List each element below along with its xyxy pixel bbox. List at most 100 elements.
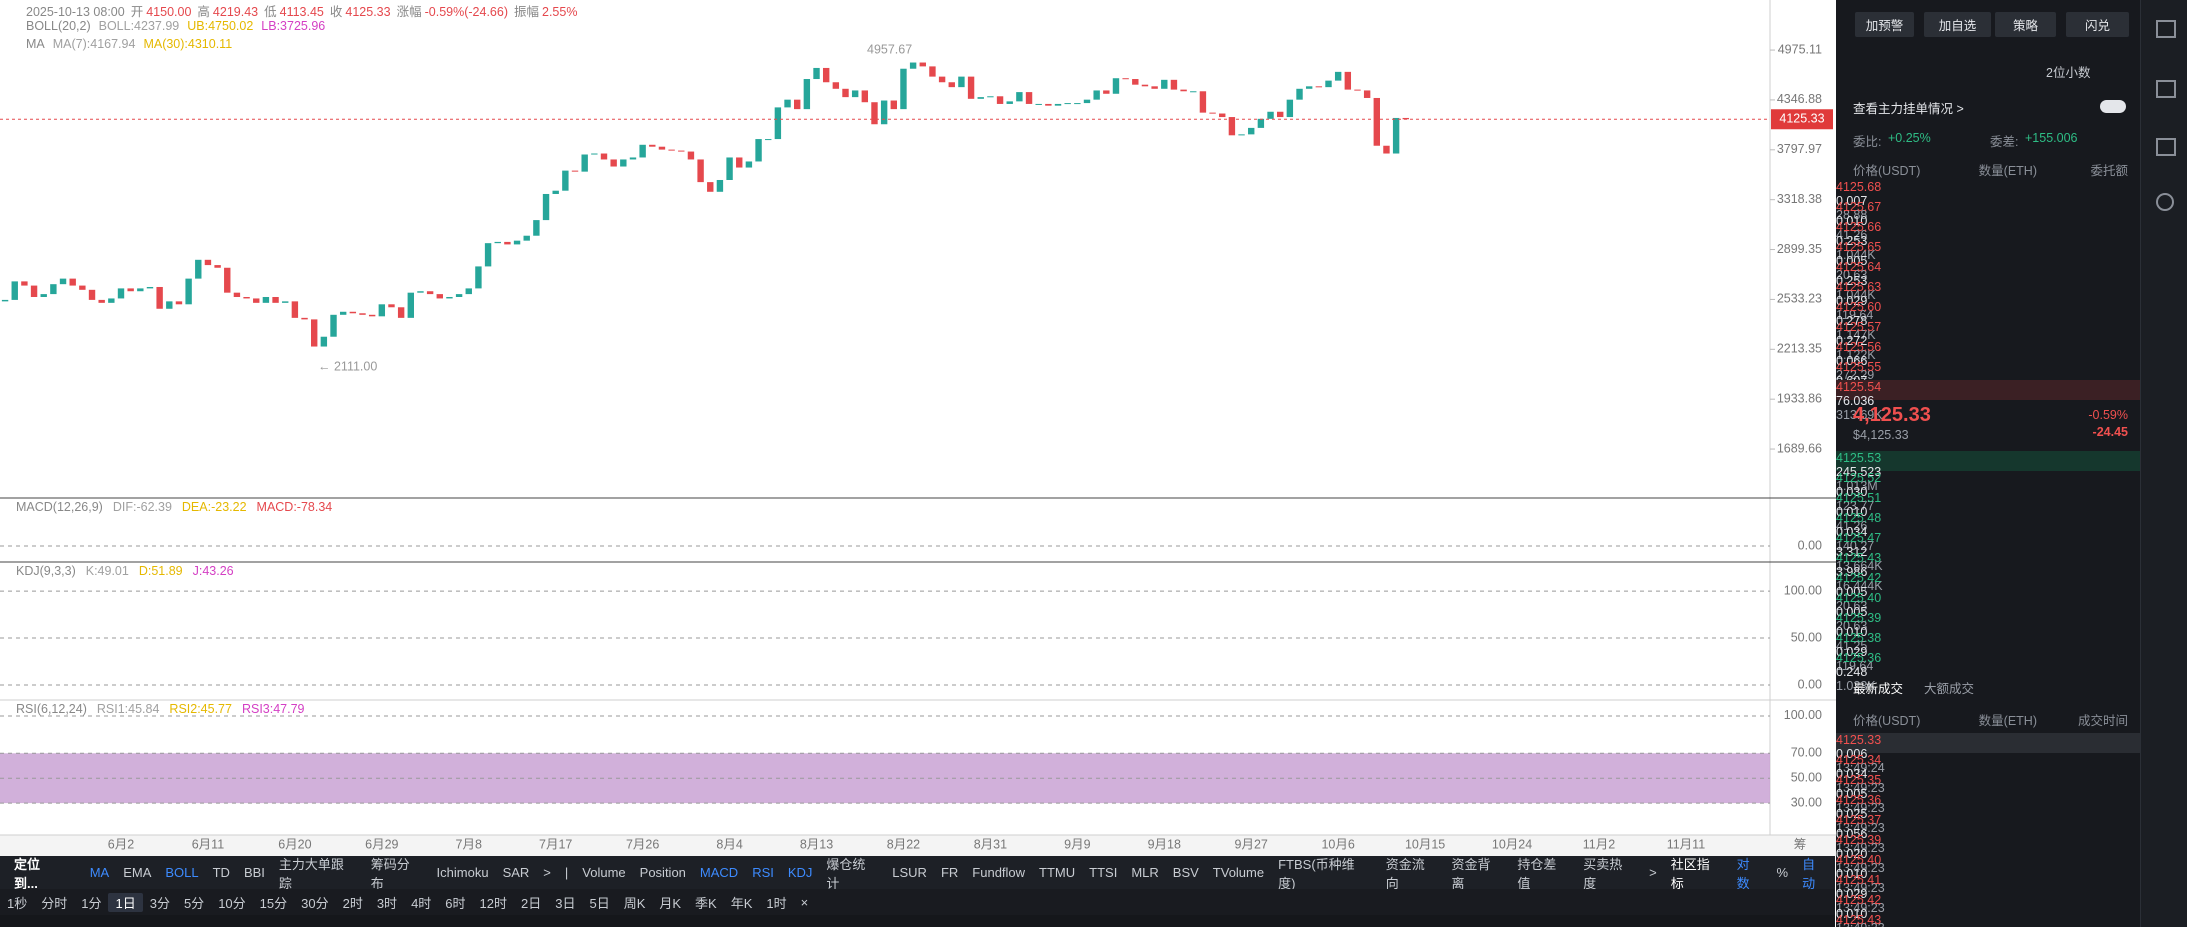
timeframe[interactable]: 分时 [41,895,68,911]
timeframe[interactable]: 季K [695,895,717,911]
candle [1363,90,1371,98]
main-orders-link[interactable]: 查看主力挂单情况 > [1853,102,1964,116]
candle [79,285,86,290]
toolbar-item[interactable]: 筹码分布 [370,856,410,890]
toolbar-item[interactable]: 爆仓统计 [826,856,866,890]
toolbar-item[interactable]: RSI [752,865,774,880]
toolbar-item[interactable]: 买卖热度 [1583,856,1623,890]
toolbar-item[interactable]: TVolume [1212,865,1265,880]
toolbar-item[interactable]: FR [940,865,959,880]
timeframe[interactable]: 6时 [445,895,466,911]
icon[interactable] [2156,80,2176,98]
timeframe[interactable]: 年K [730,895,753,911]
toggle[interactable] [2100,100,2126,113]
candle [571,170,579,172]
timeframe[interactable]: 15分 [259,895,288,911]
toolbar-item[interactable]: TD [212,865,230,880]
candle [552,190,559,194]
toolbar-item[interactable]: % [1776,865,1789,880]
timeframe[interactable]: 4时 [411,895,432,911]
toolbar-item[interactable]: 社区指标 [1670,856,1710,890]
toolbar-item[interactable]: MACD [699,865,739,880]
decimals-select[interactable]: 2位小数 [2046,66,2091,80]
toolbar-item[interactable]: 资金流向 [1385,856,1425,890]
toolbar-item[interactable]: SAR [502,865,530,880]
candle [726,157,733,180]
value: 13:49:23 [1836,881,1885,895]
toolbar-item[interactable]: BSV [1172,865,1199,880]
timeframe[interactable]: 3日 [555,895,576,911]
toolbar-item[interactable]: 对数 [1736,856,1750,890]
candle [842,88,849,98]
toolbar-item[interactable]: FTBS(币种维度) [1278,856,1355,890]
candle [465,288,472,295]
overlay-value: UB:4750.02 [187,19,254,33]
y-tick-label: 2213.35 [1777,342,1822,356]
overlay-legend: MA MA(7):4167.94 MA(30):4310.11 [26,37,240,51]
toolbar-item[interactable]: > [543,865,551,880]
toolbar-item[interactable]: 资金背离 [1451,856,1491,890]
toolbar-item[interactable]: MLR [1131,865,1159,880]
candle [243,296,250,299]
action-button[interactable]: 加预警 [1855,12,1914,37]
toolbar-item[interactable]: 主力大单跟踪 [278,856,344,890]
candle [591,153,598,155]
toolbar-item[interactable]: Fundflow [972,865,1026,880]
timeframe[interactable]: 1秒 [7,895,28,911]
candle [494,241,501,244]
icon[interactable] [2156,193,2174,211]
timeframe[interactable]: 12时 [479,895,507,911]
candle [542,193,550,221]
action-button[interactable]: 策略 [1995,12,2056,37]
toolbar-item[interactable]: TTSI [1089,865,1118,880]
toolbar-item[interactable]: LSUR [892,865,927,880]
timeframe[interactable]: 30分 [301,895,329,911]
toolbar-item[interactable]: KDJ [787,865,813,880]
toolbar-item[interactable]: MA [89,865,110,880]
timeframe[interactable]: 10分 [218,895,246,911]
x-tick-label: 10月24 [1492,837,1532,851]
value: 41.25 [1836,639,1868,653]
toolbar-item[interactable]: 自动 [1802,856,1816,890]
amount: 0.006 [1836,747,1868,761]
toolbar-item[interactable]: | [564,865,569,880]
timeframe[interactable]: 3分 [149,895,170,911]
candle [668,149,675,151]
icon[interactable] [2156,138,2176,156]
action-button[interactable]: 加自选 [1924,12,1991,37]
value: 1.147K [1836,328,1876,342]
timeframe[interactable]: 5分 [183,895,205,911]
toolbar-item[interactable]: BOLL [165,865,199,880]
toolbar-item[interactable]: TTMU [1039,865,1076,880]
y-tick-label: 2899.35 [1777,242,1822,256]
candle [649,144,656,147]
candle [272,296,279,303]
timeframe[interactable]: 3时 [376,895,398,911]
trades-tab[interactable]: 大额成交 [1924,682,1975,696]
toolbar-item[interactable]: Volume [582,865,626,880]
timeframe[interactable]: 月K [659,895,682,911]
timeframe[interactable]: 周K [623,895,646,911]
toolbar-item[interactable]: BBI [243,865,265,880]
timeframe[interactable]: 5日 [589,895,610,911]
candle [291,301,299,318]
toolbar-item[interactable]: > [1649,865,1657,880]
locate-button[interactable]: 定位到... [14,856,41,890]
timeframe[interactable]: 2时 [342,895,363,911]
toolbar-item[interactable]: 持仓差值 [1517,856,1557,890]
icon[interactable] [2156,20,2176,38]
timeframe[interactable]: 1日 [108,892,143,912]
trades-tab[interactable]: 最新成交 [1853,682,1904,696]
toolbar-item[interactable]: EMA [123,865,152,880]
amount: 76.036 [1836,394,1875,408]
high-annotation: 4957.67 [867,42,912,56]
timeframe[interactable]: 1分 [81,895,102,911]
timeframe[interactable]: × [800,894,809,910]
candle [40,294,47,297]
timeframe[interactable]: 2日 [521,895,542,911]
toolbar-item[interactable]: Ichimoku [436,865,489,880]
action-button[interactable]: 闪兑 [2066,12,2129,37]
toolbar-item[interactable]: Position [639,865,686,880]
timeframe[interactable]: 1时 [766,895,787,911]
candle [69,278,76,286]
